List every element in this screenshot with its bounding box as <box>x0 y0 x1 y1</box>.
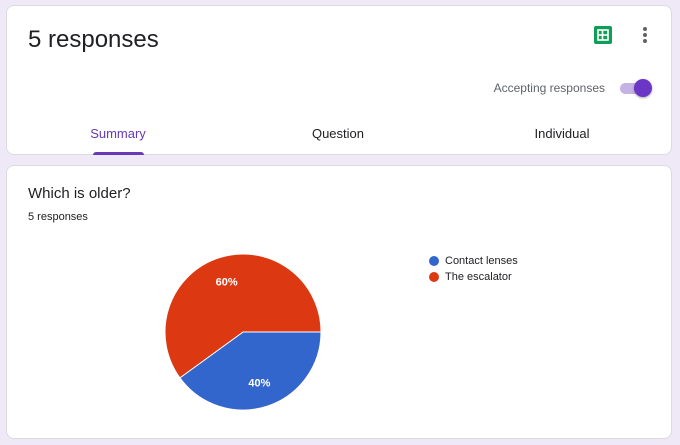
legend-swatch <box>429 272 439 282</box>
chart-legend: Contact lenses The escalator <box>429 253 518 285</box>
pie-slice-the-escalator[interactable] <box>164 253 322 379</box>
legend-swatch <box>429 256 439 266</box>
sheets-icon <box>597 29 609 41</box>
tab-question[interactable]: Question <box>311 126 365 141</box>
accepting-responses-toggle[interactable] <box>620 78 654 98</box>
pie-chart: 40% 60% <box>164 253 322 411</box>
summary-header-card: 5 responses Accepting responses Summary … <box>6 5 672 155</box>
accepting-responses-label: Accepting responses <box>493 81 605 95</box>
create-spreadsheet-button[interactable] <box>594 26 612 44</box>
response-count: 5 responses <box>28 211 88 223</box>
active-tab-indicator <box>93 152 144 155</box>
pie-label-contact-lenses: 40% <box>248 377 270 389</box>
question-title: Which is older? <box>28 185 131 202</box>
tab-individual[interactable]: Individual <box>534 126 590 141</box>
page-title: 5 responses <box>28 26 159 53</box>
tab-summary[interactable]: Summary <box>90 126 146 141</box>
pie-label-the-escalator: 60% <box>216 277 238 289</box>
toggle-knob <box>634 79 652 97</box>
more-vert-icon <box>643 27 647 43</box>
legend-item-contact-lenses[interactable]: Contact lenses <box>429 253 518 269</box>
more-options-button[interactable] <box>635 23 655 47</box>
question-summary-card: Which is older? 5 responses 40% 60% Conta… <box>6 165 672 439</box>
pie-slice-contact-lenses[interactable] <box>179 331 322 411</box>
legend-item-the-escalator[interactable]: The escalator <box>429 269 518 285</box>
legend-label: The escalator <box>445 271 512 283</box>
legend-label: Contact lenses <box>445 255 518 267</box>
